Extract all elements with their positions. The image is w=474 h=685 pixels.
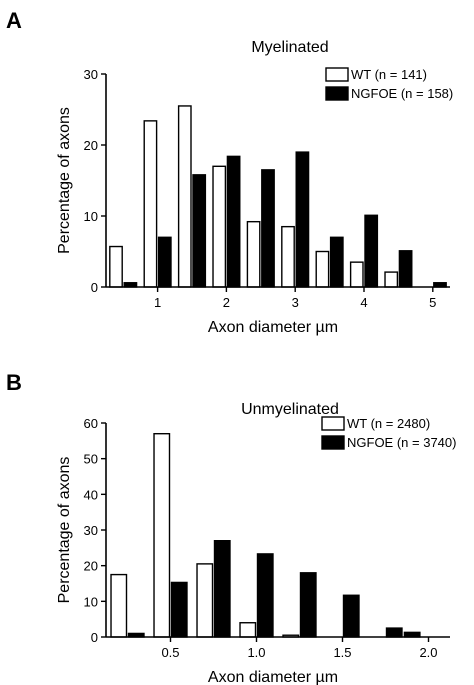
bar-wt xyxy=(177,105,192,288)
x-tick-label: 0.5 xyxy=(161,645,179,660)
bar-ngfoe xyxy=(261,169,275,288)
y-tick-label: 30 xyxy=(84,67,98,82)
legend-label: NGFOE (n = 158) xyxy=(351,86,453,101)
y-tick-label: 60 xyxy=(84,416,98,431)
x-axis-label: Axon diameter µm xyxy=(208,669,338,685)
x-tick-label: 4 xyxy=(360,295,367,310)
legend-swatch xyxy=(321,416,345,431)
chart-title: Myelinated xyxy=(251,39,328,56)
bar-wt xyxy=(239,622,257,638)
bar-wt xyxy=(349,261,364,288)
y-tick-label: 40 xyxy=(84,487,98,502)
chart-title: Unmyelinated xyxy=(241,401,339,418)
bar-ngfoe xyxy=(299,572,317,638)
legend-label: WT (n = 2480) xyxy=(347,416,430,431)
panel-b: B Unmyelinated 0 10 20 30 40 50 60 0.5 1.0 1.5 2.0 Ax… xyxy=(6,370,456,685)
bar-wt xyxy=(281,225,295,288)
y-tick-label: 50 xyxy=(84,452,98,467)
y-tick-label: 10 xyxy=(84,594,98,609)
x-tick-label: 1 xyxy=(154,295,161,310)
bar-ngfoe xyxy=(213,540,231,638)
bar-ngfoe xyxy=(226,155,241,288)
y-tick-label: 30 xyxy=(84,523,98,538)
panel-a: A Myelinated 0 10 20 30 1 2 3 4 5 Axon diameter µm P… xyxy=(6,8,453,336)
legend-label: WT (n = 141) xyxy=(351,67,427,82)
y-tick-label: 0 xyxy=(91,280,98,295)
bar-ngfoe xyxy=(329,236,344,288)
bar-wt xyxy=(143,120,158,288)
bar-ngfoe xyxy=(295,151,310,288)
bar-ngfoe xyxy=(342,594,360,638)
bar-wt xyxy=(153,433,171,638)
y-tick-label: 0 xyxy=(91,630,98,645)
legend-swatch xyxy=(325,67,349,82)
x-axis-label: Axon diameter µm xyxy=(208,319,338,336)
bar-wt xyxy=(384,271,399,288)
x-tick-label: 1.0 xyxy=(247,645,265,660)
bar-ngfoe xyxy=(256,553,274,638)
bar-wt xyxy=(246,220,261,288)
x-tick-label: 5 xyxy=(429,295,436,310)
panel-letter: A xyxy=(6,8,22,33)
bar-ngfoe xyxy=(170,581,188,638)
y-tick-label: 20 xyxy=(84,559,98,574)
y-axis-label: Percentage of axons xyxy=(56,457,73,604)
legend-label: NGFOE (n = 3740) xyxy=(347,435,456,450)
y-axis-label: Percentage of axons xyxy=(56,107,73,254)
bar-wt xyxy=(315,250,330,288)
bar-wt xyxy=(110,573,128,638)
y-tick-label: 20 xyxy=(84,138,98,153)
bar-wt xyxy=(196,563,214,638)
y-tick-label: 10 xyxy=(84,209,98,224)
bar-ngfoe xyxy=(385,627,403,638)
bar-wt xyxy=(212,165,227,288)
panel-letter: B xyxy=(6,370,22,395)
bar-ngfoe xyxy=(364,214,379,288)
bar-ngfoe xyxy=(192,174,207,288)
x-tick-label: 2.0 xyxy=(419,645,437,660)
x-tick-label: 3 xyxy=(292,295,299,310)
bar-ngfoe xyxy=(157,236,172,288)
x-tick-label: 1.5 xyxy=(333,645,351,660)
x-tick-label: 2 xyxy=(223,295,230,310)
legend-swatch xyxy=(325,86,349,101)
bar-wt xyxy=(109,245,123,288)
bar-ngfoe xyxy=(398,250,413,288)
legend-swatch xyxy=(321,435,345,450)
